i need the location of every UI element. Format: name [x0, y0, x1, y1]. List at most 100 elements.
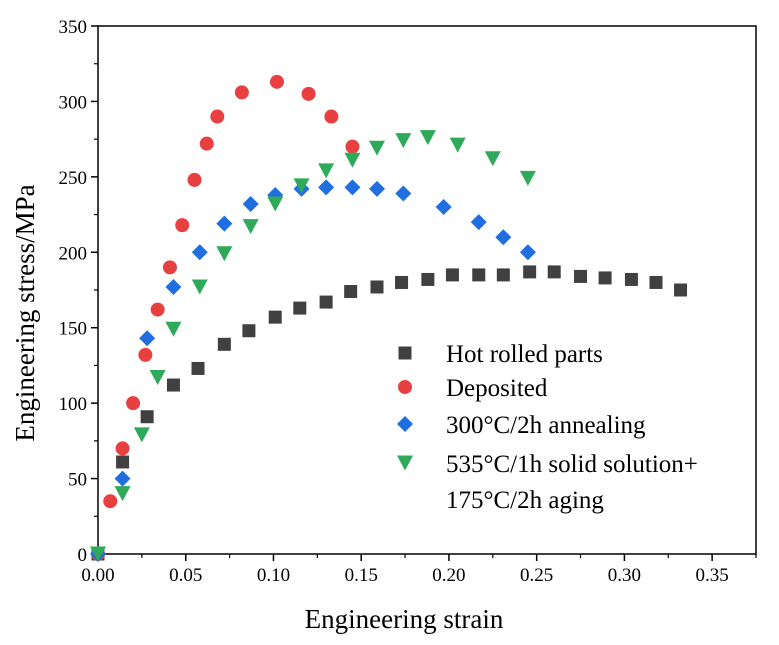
data-point: [187, 172, 202, 187]
data-point: [598, 271, 612, 285]
data-point: [574, 269, 588, 283]
data-point: [116, 455, 130, 469]
series-3: [90, 179, 536, 562]
legend-marker: [398, 346, 412, 360]
data-point: [216, 246, 233, 262]
data-point: [345, 139, 360, 154]
data-point: [395, 275, 409, 289]
y-tick-label: 0: [78, 545, 88, 566]
x-tick-label: 0.35: [696, 565, 729, 586]
data-point: [165, 321, 182, 337]
data-point: [319, 295, 333, 309]
data-point: [162, 260, 177, 275]
data-point: [103, 494, 118, 509]
data-point: [199, 136, 214, 151]
data-point: [344, 285, 358, 299]
y-tick-label: 250: [59, 168, 88, 189]
data-point: [324, 109, 339, 124]
data-point: [674, 283, 688, 297]
x-tick-label: 0.05: [169, 565, 202, 586]
x-axis-ticks: 0.00 0.05 0.10 0.15 0.20 0.25 0.30 0.35: [81, 554, 757, 586]
data-point: [470, 214, 487, 231]
data-point: [126, 396, 141, 411]
data-point: [140, 410, 154, 424]
data-point: [318, 163, 335, 179]
data-point: [139, 330, 156, 347]
x-tick-label: 0.10: [257, 565, 290, 586]
data-point: [234, 85, 249, 100]
data-point: [293, 301, 307, 315]
data-point: [242, 196, 259, 213]
data-point: [449, 137, 466, 153]
y-tick-label: 150: [59, 319, 88, 340]
data-point: [547, 265, 561, 279]
data-point: [496, 268, 510, 282]
series-4: [90, 130, 536, 562]
data-point: [368, 140, 385, 156]
data-point: [435, 199, 452, 216]
legend-label: Deposited: [446, 375, 548, 402]
data-point: [242, 324, 256, 338]
data-point: [166, 378, 180, 392]
data-point: [519, 170, 536, 186]
y-tick-label: 50: [68, 470, 87, 491]
data-point: [269, 74, 284, 89]
data-point: [445, 268, 459, 282]
y-axis-label: Engineering stress/MPa: [10, 184, 40, 441]
y-tick-label: 350: [59, 17, 88, 38]
legend-marker: [398, 380, 412, 394]
legend-marker: [397, 416, 413, 432]
data-point: [293, 178, 310, 194]
series-2: [91, 74, 360, 561]
data-point: [133, 427, 150, 443]
x-tick-label: 0.25: [520, 565, 553, 586]
data-point: [472, 268, 486, 282]
data-point: [191, 244, 208, 261]
data-point: [624, 272, 638, 286]
data-point: [301, 86, 316, 101]
data-point: [138, 347, 153, 362]
legend-label: 175°C/2h aging: [446, 487, 604, 514]
data-point: [395, 185, 412, 202]
data-point: [649, 275, 663, 289]
data-point: [268, 310, 282, 324]
data-point: [150, 302, 165, 317]
data-point: [242, 219, 259, 235]
data-point: [210, 109, 225, 124]
data-point: [191, 279, 208, 295]
data-point: [114, 470, 131, 487]
x-tick-label: 0.20: [432, 565, 465, 586]
data-point: [344, 152, 361, 168]
data-point: [90, 546, 106, 562]
data-point: [523, 265, 537, 279]
data-point: [318, 179, 335, 196]
y-tick-label: 200: [59, 243, 88, 264]
legend-marker: [397, 455, 413, 471]
data-point: [344, 179, 361, 196]
data-point: [484, 151, 501, 167]
data-point: [370, 280, 384, 294]
series-1: [91, 265, 688, 561]
x-tick-label: 0.30: [608, 565, 641, 586]
data-point: [149, 369, 166, 385]
data-point: [368, 180, 385, 197]
data-point: [114, 486, 131, 502]
legend-label: Hot rolled parts: [446, 341, 603, 368]
data-point: [217, 337, 231, 351]
data-point: [395, 133, 412, 149]
data-point: [519, 244, 536, 261]
data-point: [495, 229, 512, 246]
x-axis-label: Engineering strain: [305, 604, 504, 634]
data-point: [191, 361, 205, 375]
y-axis-ticks: 0 50 100 150 200 250 300 350: [59, 17, 98, 566]
legend: Hot rolled parts Deposited 300°C/2h anneal…: [397, 341, 698, 514]
x-tick-label: 0.15: [345, 565, 378, 586]
y-tick-label: 100: [59, 394, 88, 415]
data-point: [115, 441, 130, 456]
data-point: [421, 272, 435, 286]
data-point: [216, 215, 233, 232]
data-points: [90, 74, 688, 562]
legend-label: 535°C/1h solid solution+: [446, 451, 698, 478]
data-point: [175, 218, 190, 233]
